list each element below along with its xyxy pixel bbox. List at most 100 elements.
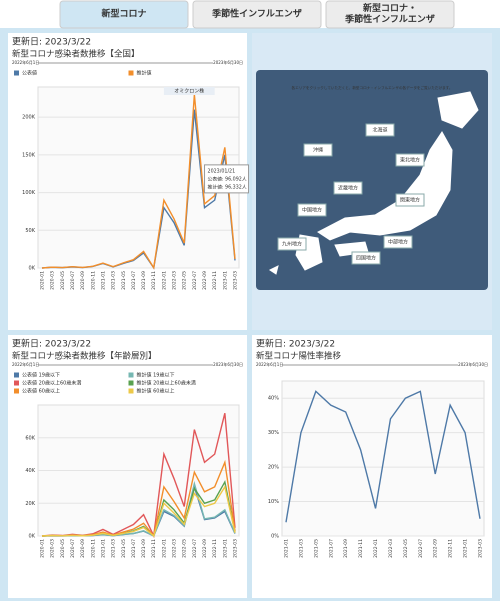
- annotation: オミクロン株: [174, 88, 204, 95]
- tab[interactable]: [59, 0, 189, 29]
- x-tick-label: 2023-03: [233, 539, 239, 558]
- legend-label: 公表値 60歳以上: [22, 388, 60, 395]
- y-tick-label: 20%: [268, 465, 279, 471]
- x-tick-label: 2022-05: [182, 271, 188, 290]
- x-tick-label: 2022-03: [172, 539, 178, 558]
- x-tick-label: 2022-05: [403, 539, 409, 558]
- region-label[interactable]: 沖縄: [313, 147, 323, 154]
- region-label[interactable]: 中部地方: [388, 239, 408, 246]
- x-tick-label: 2021-09: [343, 539, 349, 558]
- legend-label: 公表値: [22, 70, 37, 77]
- y-tick-label: 20K: [25, 501, 35, 507]
- y-tick-label: 50K: [25, 228, 35, 234]
- region-label[interactable]: 近畿地方: [338, 185, 358, 192]
- x-tick-label: 2022-07: [192, 271, 198, 290]
- x-tick-label: 2022-11: [212, 539, 218, 558]
- legend-swatch: [128, 70, 134, 76]
- region-button[interactable]: [303, 143, 333, 157]
- y-tick-label: 150K: [22, 152, 36, 158]
- x-tick-label: 2021-01: [100, 539, 106, 558]
- range-end: 2023年6月30日: [213, 59, 243, 65]
- map-area: [256, 70, 488, 290]
- x-tick-label: 2022-07: [418, 539, 424, 558]
- x-tick-label: 2021-09: [141, 539, 147, 558]
- region-label[interactable]: 東北地方: [400, 157, 420, 164]
- map-instruction: 各エリアをクリックしていただくと、新型コロナ・インフルエンザの各データをご覧いた…: [292, 85, 453, 90]
- tab-label: 新型コロナ・: [363, 2, 417, 14]
- x-tick-label: 2022-03: [388, 539, 394, 558]
- x-tick-label: 2021-05: [121, 539, 127, 558]
- x-tick-label: 2022-01: [373, 539, 379, 558]
- updated-date: 更新日: 2023/3/22: [12, 338, 91, 350]
- x-tick-label: 2022-07: [192, 539, 198, 558]
- x-tick-label: 2022-09: [202, 271, 208, 290]
- legend-swatch: [14, 372, 19, 378]
- range-end: 2023年6月30日: [213, 361, 243, 367]
- region-label[interactable]: 九州地方: [282, 241, 302, 248]
- x-tick-label: 2021-09: [141, 271, 147, 290]
- chart-title: 新型コロナ感染者数推移【年齢層別】: [12, 351, 157, 362]
- x-tick-label: 2023-01: [463, 539, 469, 558]
- tab-label: 季節性インフルエンザ: [344, 13, 435, 25]
- range-start: 2022年6月1日: [256, 361, 283, 367]
- y-tick-label: 40%: [268, 396, 279, 402]
- x-tick-label: 2022-01: [161, 539, 167, 558]
- region-button[interactable]: [333, 181, 363, 195]
- chart-title: 新型コロナ感染者数推移【全国】: [12, 49, 140, 60]
- x-tick-label: 2021-07: [131, 539, 137, 558]
- y-tick-label: 0K: [29, 266, 36, 272]
- updated-date: 更新日: 2023/3/22: [256, 338, 335, 350]
- x-tick-label: 2020-07: [70, 271, 76, 290]
- x-tick-label: 2021-11: [358, 539, 364, 558]
- y-tick-label: 30%: [268, 430, 279, 436]
- x-tick-label: 2021-05: [121, 271, 127, 290]
- region-label[interactable]: 中国地方: [302, 207, 322, 214]
- region-button[interactable]: [365, 123, 395, 137]
- legend-label: 公表値 19歳以下: [22, 372, 60, 379]
- series-line: [41, 94, 236, 270]
- legend-label: 公表値 20歳以上60歳未満: [22, 380, 81, 387]
- x-tick-label: 2020-11: [90, 271, 96, 290]
- region-label[interactable]: 北海道: [372, 127, 387, 134]
- region-button[interactable]: [277, 237, 307, 251]
- legend-label: 推計値 20歳以上60歳未満: [137, 380, 196, 387]
- x-tick-label: 2021-11: [151, 539, 157, 558]
- x-tick-label: 2020-11: [90, 539, 96, 558]
- x-tick-label: 2021-01: [284, 539, 290, 558]
- chart-title: 新型コロナ陽性率推移: [256, 351, 342, 362]
- x-tick-label: 2020-05: [60, 271, 66, 290]
- tab[interactable]: [192, 0, 322, 29]
- y-tick-label: 0%: [271, 534, 279, 540]
- y-tick-label: 10%: [268, 499, 279, 505]
- plot-bg: [281, 380, 485, 537]
- x-tick-label: 2020-09: [80, 271, 86, 290]
- updated-date: 更新日: 2023/3/22: [12, 36, 91, 48]
- tab[interactable]: [325, 0, 455, 29]
- region-label[interactable]: 四国地方: [356, 255, 376, 262]
- region-button[interactable]: [395, 153, 425, 167]
- x-tick-label: 2022-09: [202, 539, 208, 558]
- x-tick-label: 2020-03: [50, 539, 56, 558]
- legend-swatch: [14, 388, 19, 394]
- y-tick-label: 40K: [25, 468, 35, 474]
- x-tick-label: 2021-03: [298, 539, 304, 558]
- range-end: 2023年6月30日: [458, 361, 488, 367]
- legend-swatch: [128, 372, 134, 378]
- region-button[interactable]: [351, 251, 381, 265]
- region-button[interactable]: [395, 193, 425, 207]
- region-label[interactable]: 関東地方: [400, 197, 420, 204]
- x-tick-label: 2021-01: [100, 271, 106, 290]
- y-tick-label: 100K: [22, 190, 36, 196]
- y-tick-label: 60K: [25, 435, 35, 441]
- region-button[interactable]: [383, 235, 413, 249]
- legend-swatch: [14, 380, 19, 386]
- x-tick-label: 2023-01: [222, 539, 228, 558]
- legend-swatch: [14, 70, 19, 76]
- region-button[interactable]: [297, 203, 327, 217]
- tooltip-text: 2023/01/21: [208, 168, 236, 174]
- legend-swatch: [128, 380, 134, 386]
- x-tick-label: 2020-01: [40, 539, 46, 558]
- x-tick-label: 2022-11: [448, 539, 454, 558]
- legend-label: 推計値: [137, 70, 152, 77]
